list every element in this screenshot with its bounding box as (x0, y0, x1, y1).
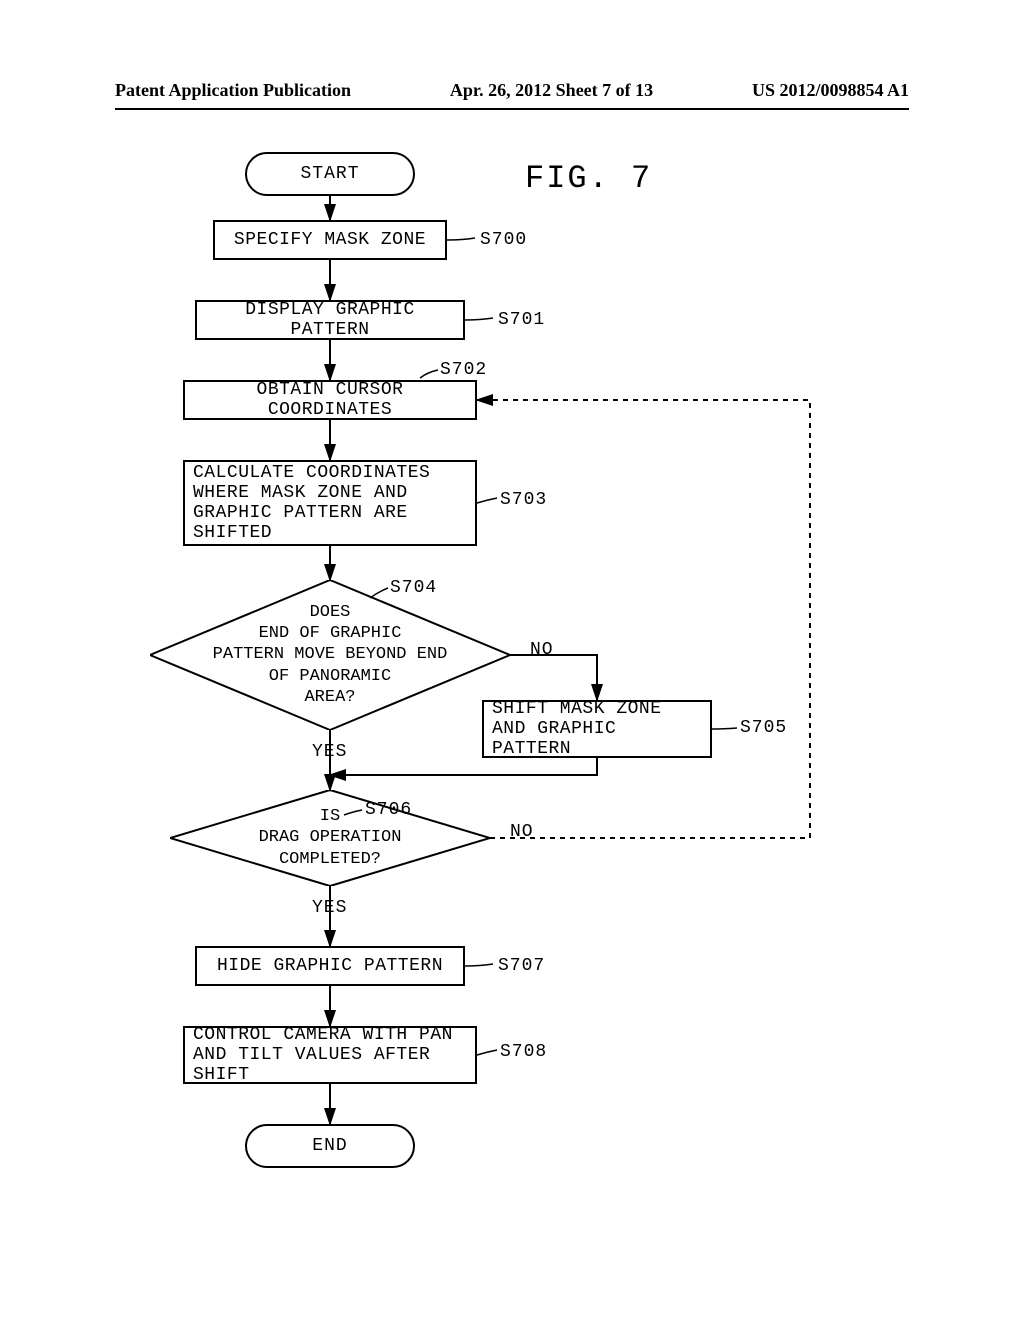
process-s708-text: CONTROL CAMERA WITH PAN AND TILT VALUES … (193, 1025, 467, 1085)
label-s703: S703 (500, 490, 547, 510)
process-s707: HIDE GRAPHIC PATTERN (195, 946, 465, 986)
process-s700: SPECIFY MASK ZONE (213, 220, 447, 260)
label-s706: S706 (365, 800, 412, 820)
label-yes-s706: YES (312, 898, 347, 918)
terminator-end-text: END (312, 1136, 347, 1156)
label-no-s706: NO (510, 822, 534, 842)
process-s703: CALCULATE COORDINATES WHERE MASK ZONE AN… (183, 460, 477, 546)
terminator-start: START (245, 152, 415, 196)
terminator-start-text: START (300, 164, 359, 184)
process-s703-text: CALCULATE COORDINATES WHERE MASK ZONE AN… (193, 463, 467, 543)
page-header: Patent Application Publication Apr. 26, … (0, 80, 1024, 101)
header-right: US 2012/0098854 A1 (752, 80, 909, 101)
header-rule (115, 108, 909, 110)
process-s702-text: OBTAIN CURSOR COORDINATES (193, 380, 467, 420)
process-s700-text: SPECIFY MASK ZONE (234, 230, 426, 250)
label-s704: S704 (390, 578, 437, 598)
process-s702: OBTAIN CURSOR COORDINATES (183, 380, 477, 420)
label-s700: S700 (480, 230, 527, 250)
process-s705-text: SHIFT MASK ZONE AND GRAPHIC PATTERN (492, 699, 702, 759)
label-s708: S708 (500, 1042, 547, 1062)
label-yes-s704: YES (312, 742, 347, 762)
process-s701-text: DISPLAY GRAPHIC PATTERN (205, 300, 455, 340)
label-s701: S701 (498, 310, 545, 330)
process-s707-text: HIDE GRAPHIC PATTERN (217, 956, 443, 976)
process-s708: CONTROL CAMERA WITH PAN AND TILT VALUES … (183, 1026, 477, 1084)
label-s702: S702 (440, 360, 487, 380)
process-s701: DISPLAY GRAPHIC PATTERN (195, 300, 465, 340)
figure-label: FIG. 7 (525, 160, 652, 197)
process-s705: SHIFT MASK ZONE AND GRAPHIC PATTERN (482, 700, 712, 758)
terminator-end: END (245, 1124, 415, 1168)
decision-s704: DOES END OF GRAPHIC PATTERN MOVE BEYOND … (150, 580, 510, 730)
header-left: Patent Application Publication (115, 80, 351, 101)
decision-s706: IS DRAG OPERATION COMPLETED? (170, 790, 490, 886)
label-no-s704: NO (530, 640, 554, 660)
label-s707: S707 (498, 956, 545, 976)
header-center: Apr. 26, 2012 Sheet 7 of 13 (450, 80, 653, 101)
label-s705: S705 (740, 718, 787, 738)
